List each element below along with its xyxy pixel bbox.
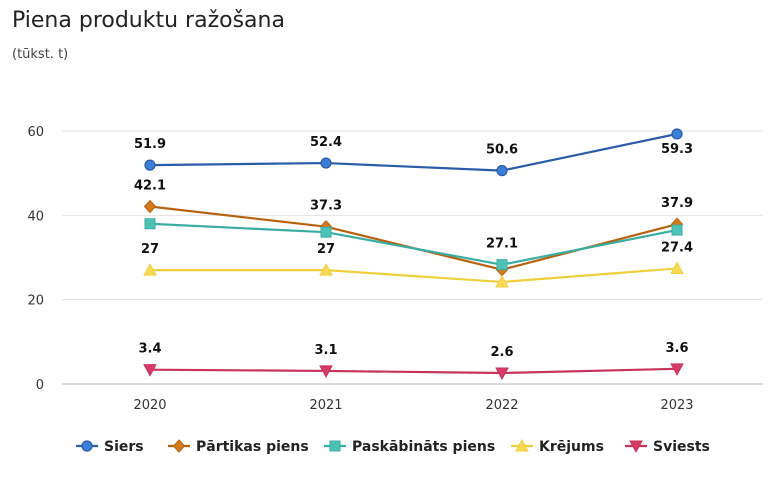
x-tick-label: 2020: [133, 398, 166, 413]
legend-item-0[interactable]: Siers: [76, 439, 144, 455]
series-1-line: [149, 205, 678, 271]
y-tick-label: 20: [27, 294, 44, 309]
legend-item-1[interactable]: Pārtikas piens: [168, 439, 309, 455]
legend-label: Sviests: [653, 439, 710, 455]
data-label: 3.1: [314, 343, 337, 358]
series-3-point: [495, 274, 509, 288]
data-label: 37.9: [661, 196, 693, 211]
data-label: 59.3: [661, 142, 693, 157]
data-label: 37.3: [310, 199, 342, 214]
series-4-line: [149, 367, 678, 375]
legend[interactable]: Siers Pārtikas piens Paskābināts piens Krēj…: [76, 438, 710, 455]
series-3-point: [670, 261, 684, 274]
legend-marker: [172, 439, 186, 453]
series-2-point: [671, 224, 683, 236]
series-4-point: [319, 365, 333, 378]
legend-item-2[interactable]: Paskābināts piens: [324, 439, 495, 455]
series-4-point: [670, 363, 684, 376]
y-tick-label: 0: [36, 378, 44, 393]
x-tick-label: 2022: [485, 398, 518, 413]
grid: [62, 130, 763, 385]
series-0-line: [149, 132, 678, 172]
series-2-point: [320, 226, 332, 238]
x-tick-label: 2021: [309, 398, 342, 413]
series-3-point: [143, 263, 157, 276]
legend-marker: [515, 438, 529, 452]
series-0-point: [144, 159, 156, 171]
y-tick-label: 60: [27, 125, 44, 140]
legend-label: Pārtikas piens: [196, 439, 309, 455]
series-3-line: [150, 267, 678, 284]
data-label: 27: [141, 242, 159, 257]
x-axis: 2020 2021 2022 2023: [133, 398, 693, 413]
legend-label: Siers: [104, 439, 144, 455]
x-tick-label: 2023: [660, 398, 693, 413]
data-label: 3.6: [665, 341, 688, 356]
data-label: 27: [317, 242, 335, 257]
y-axis: 0 20 40 60: [27, 125, 44, 393]
data-label: 42.1: [134, 178, 166, 193]
data-label: 27.4: [661, 240, 693, 255]
series-0-point: [320, 157, 332, 169]
data-label: 52.4: [310, 135, 342, 150]
legend-marker: [329, 440, 341, 452]
chart-title: Piena produktu ražošana: [12, 8, 285, 33]
series-0-point: [496, 165, 508, 177]
data-label: 2.6: [490, 345, 513, 360]
series-0-point: [671, 128, 683, 140]
chart-subtitle: (tūkst. t): [12, 47, 69, 62]
series-1-point: [143, 199, 157, 214]
legend-item-4[interactable]: Sviests: [625, 439, 710, 455]
legend-marker: [629, 440, 643, 454]
series-4-point: [143, 364, 157, 377]
series-2-point: [144, 218, 156, 230]
series-2-line: [149, 222, 678, 266]
data-label: 27.1: [486, 237, 518, 252]
series-group: [143, 128, 684, 381]
legend-label: Paskābināts piens: [352, 439, 495, 455]
data-label: 50.6: [486, 143, 518, 158]
series-3-point: [319, 263, 333, 276]
legend-label: Krējums: [539, 439, 604, 455]
y-tick-label: 40: [27, 209, 44, 224]
data-label: 51.9: [134, 137, 166, 152]
data-labels: 51.9 52.4 50.6 59.3 42.1 37.3 37.9 27.1 27 27 27.4…: [134, 135, 693, 360]
legend-marker: [81, 440, 93, 452]
legend-item-3[interactable]: Krējums: [511, 438, 604, 455]
series-2-point: [496, 259, 508, 271]
series-4-point: [495, 367, 509, 381]
data-label: 3.4: [138, 342, 161, 357]
